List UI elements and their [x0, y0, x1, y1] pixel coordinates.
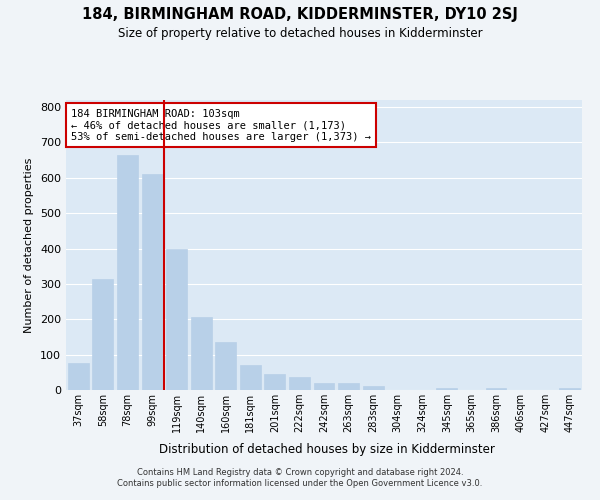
- Y-axis label: Number of detached properties: Number of detached properties: [25, 158, 34, 332]
- Text: Contains HM Land Registry data © Crown copyright and database right 2024.
Contai: Contains HM Land Registry data © Crown c…: [118, 468, 482, 487]
- Bar: [215, 342, 236, 390]
- Bar: [68, 364, 89, 390]
- Bar: [338, 383, 359, 390]
- Bar: [436, 388, 457, 390]
- Bar: [485, 388, 506, 390]
- Bar: [191, 317, 212, 390]
- Bar: [166, 248, 187, 390]
- Bar: [289, 378, 310, 390]
- Bar: [117, 155, 138, 390]
- Bar: [314, 383, 334, 390]
- Bar: [92, 280, 113, 390]
- Text: 184, BIRMINGHAM ROAD, KIDDERMINSTER, DY10 2SJ: 184, BIRMINGHAM ROAD, KIDDERMINSTER, DY1…: [82, 8, 518, 22]
- Bar: [240, 365, 261, 390]
- Bar: [142, 174, 163, 390]
- Text: 184 BIRMINGHAM ROAD: 103sqm
← 46% of detached houses are smaller (1,173)
53% of : 184 BIRMINGHAM ROAD: 103sqm ← 46% of det…: [71, 108, 371, 142]
- Bar: [559, 388, 580, 390]
- Bar: [362, 386, 383, 390]
- Text: Distribution of detached houses by size in Kidderminster: Distribution of detached houses by size …: [159, 442, 495, 456]
- Text: Size of property relative to detached houses in Kidderminster: Size of property relative to detached ho…: [118, 28, 482, 40]
- Bar: [265, 374, 286, 390]
